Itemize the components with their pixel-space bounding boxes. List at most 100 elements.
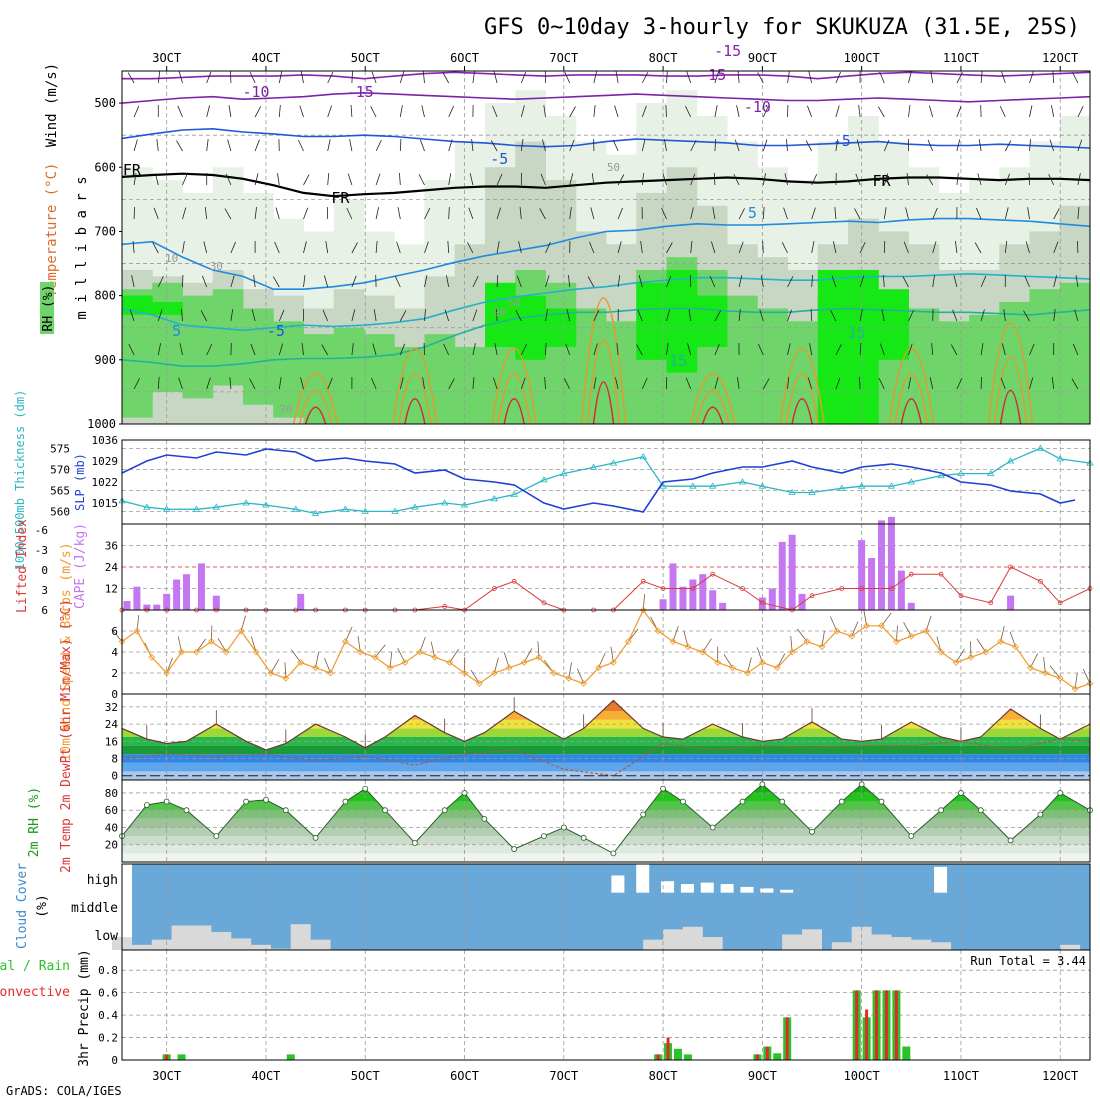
precip-conv-label: Convective	[0, 985, 70, 1000]
wind-barb	[787, 71, 790, 84]
wind-barb	[617, 174, 625, 186]
wind-barb	[520, 105, 525, 118]
wind-speed-marker	[282, 674, 290, 682]
wind-barb	[278, 377, 282, 390]
pressure-axis-label: m i l l i b a r s	[74, 176, 90, 319]
wind-barb-10m	[598, 652, 606, 668]
surface-temp-contour	[779, 347, 825, 425]
wind-barb	[1053, 241, 1059, 254]
lifted-axis-label: Lifted Index	[15, 519, 30, 613]
cloud-high-bar	[934, 866, 948, 893]
wind-barb	[980, 275, 987, 288]
cloud-low-bar	[851, 926, 872, 950]
wind-barb	[204, 207, 208, 220]
surface-temp-contour	[999, 389, 1022, 425]
wind-barb-10m	[345, 626, 353, 642]
wind-barb	[690, 140, 697, 152]
thickness-marker	[808, 488, 816, 495]
rh-tick-label: 60	[105, 804, 118, 817]
wind-barb	[908, 105, 911, 118]
wind-barb	[569, 106, 576, 118]
wind-barb	[877, 106, 885, 118]
wind-barb	[303, 174, 310, 186]
wind-barb	[133, 173, 137, 186]
wind-tick-label: 6	[111, 625, 118, 638]
wind-barb	[471, 139, 474, 152]
wind-barb	[690, 207, 694, 220]
wind-barb	[518, 241, 522, 254]
cape-bar	[699, 574, 707, 610]
time-label-bottom: 5OCT	[351, 1069, 380, 1083]
thickness-axis-label: 1000-500mb Thickness (dm)	[13, 390, 27, 571]
wind-barb	[859, 309, 863, 322]
surface-temp-contour	[503, 398, 525, 425]
lifted-index-marker	[1008, 564, 1013, 570]
wind-speed-marker	[207, 638, 215, 645]
precip-axis-label: 3hr Precip (mm)	[77, 949, 92, 1066]
wind-barb	[1077, 207, 1080, 220]
contour-label: -5	[267, 322, 285, 340]
cloud-low-bar	[1060, 944, 1081, 950]
contour-label: -15	[714, 42, 741, 60]
rh-band-green	[212, 289, 244, 386]
rh-band-bright	[696, 295, 728, 347]
wind-barb	[808, 71, 813, 84]
rh-band-green	[545, 282, 577, 424]
wind-barb-10m	[796, 628, 808, 642]
cloud-low-bar	[643, 939, 664, 950]
rh-marker	[312, 834, 319, 841]
wind-barb	[879, 71, 885, 84]
wind-barb	[278, 309, 285, 322]
wind-barb	[709, 275, 716, 288]
wind-barb	[781, 242, 788, 254]
rh-band-green	[424, 334, 456, 424]
cape-bar	[197, 563, 205, 610]
wind-barb	[978, 139, 982, 152]
wind-barb	[275, 207, 280, 220]
wind-barb	[520, 344, 527, 356]
wind-barb	[203, 241, 208, 254]
contour-label: FR	[123, 161, 142, 179]
cloud-low-bar	[782, 934, 803, 950]
temp-tick-label: 0	[111, 770, 118, 783]
wind-barb	[686, 71, 692, 84]
wind-barb	[177, 105, 183, 118]
thickness-marker	[758, 482, 767, 489]
thickness-tick-label: 565	[50, 484, 70, 497]
lifted-tick-label: -3	[35, 544, 48, 557]
cloud-low-bar	[911, 939, 932, 950]
wind-barb	[593, 71, 597, 84]
cloud-low-bar	[131, 944, 152, 950]
wind-barb	[1074, 309, 1079, 322]
wind-barb	[472, 309, 478, 322]
wind-barb	[1048, 173, 1055, 186]
rh-color-band	[122, 810, 1090, 819]
rh-marker	[560, 824, 567, 831]
wind-barb	[375, 140, 382, 152]
wind-speed-marker	[446, 659, 454, 666]
rh-marker	[878, 798, 885, 805]
wind-barb	[132, 241, 135, 254]
time-label-bottom: 6OCT	[450, 1069, 479, 1083]
wind-barb	[1072, 72, 1079, 84]
rh-marker	[1037, 811, 1044, 818]
slp-tick-label: 1036	[92, 434, 119, 447]
wind-barb	[421, 105, 425, 118]
wind-barb	[932, 207, 938, 220]
wind-barb	[1051, 105, 1055, 118]
rh-marker	[1007, 837, 1014, 844]
precip-total-bar	[902, 1046, 911, 1060]
wind-barb	[1029, 71, 1034, 84]
cape-bar	[679, 586, 687, 610]
wind-barb	[1029, 139, 1031, 152]
wind-tick-label: 4	[111, 646, 118, 659]
wind-barb	[1004, 140, 1012, 152]
time-label-top: 8OCT	[649, 51, 678, 65]
wind-barb	[929, 377, 934, 390]
wind-speed-marker	[922, 627, 930, 635]
wind-barb	[1029, 105, 1033, 118]
wind-barb	[787, 377, 790, 390]
surface-temp-contour	[497, 373, 531, 425]
wind-barb	[833, 241, 837, 254]
wind-barb	[516, 275, 522, 288]
